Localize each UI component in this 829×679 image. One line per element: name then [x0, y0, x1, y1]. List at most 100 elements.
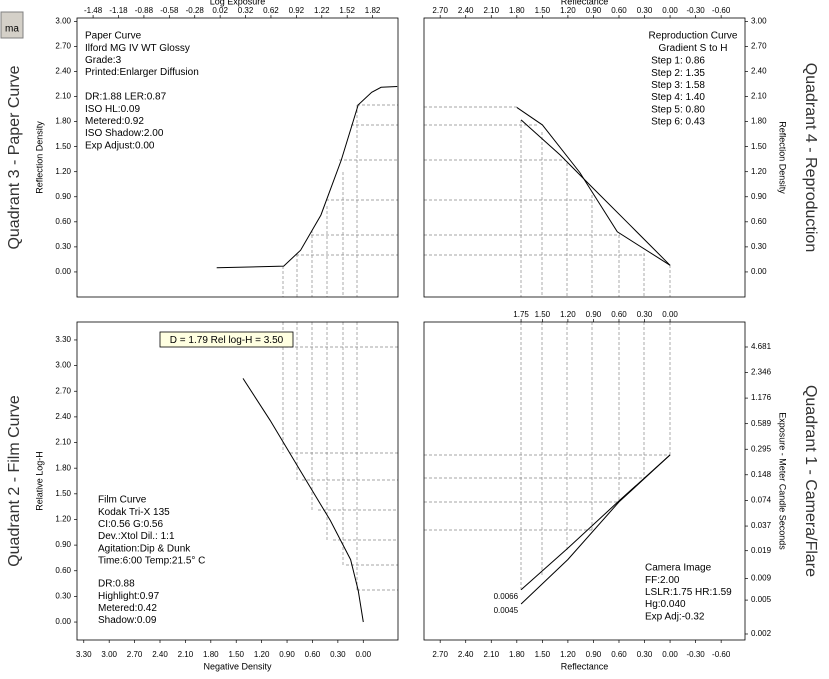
quadrant-title: Quadrant 4 - Reproduction: [802, 63, 819, 252]
button-label[interactable]: ma: [5, 24, 19, 35]
x-tick-label: 1.20: [560, 6, 576, 15]
annotation: Step 2: 1.35: [651, 68, 705, 79]
annotation: Printed:Enlarger Diffusion: [85, 67, 199, 78]
y-tick-label: 0.60: [751, 217, 767, 226]
y-axis-label: Reflection Density: [34, 121, 44, 194]
x-tick-label: 0.02: [212, 6, 228, 15]
x-tick-label: 1.80: [203, 650, 219, 659]
x-tick-label: 0.90: [279, 650, 295, 659]
x-tick-label: 0.30: [637, 6, 653, 15]
annotation: ISO Shadow:2.00: [85, 128, 164, 139]
x-tick-label: -0.58: [160, 6, 179, 15]
y-axis-label: Relative Log-H: [34, 451, 44, 511]
y-tick-label: 3.00: [751, 16, 767, 25]
annotation: Grade:3: [85, 55, 122, 66]
y-tick-label: 0.90: [55, 192, 71, 201]
x-tick-label: 0.90: [586, 6, 602, 15]
x-tick-label: 1.20: [560, 310, 576, 319]
annotation: CI:0.56 G:0.56: [98, 519, 163, 530]
annotation: DR:0.88: [98, 579, 135, 590]
x-tick-label: -0.30: [686, 650, 705, 659]
y-tick-label: 1.80: [751, 117, 767, 126]
annotation: LSLR:1.75 HR:1.59: [645, 587, 732, 598]
annotation: Exp Adj:-0.32: [645, 611, 705, 622]
y-tick-label: 0.009: [751, 573, 772, 582]
y-tick-label: 3.00: [55, 361, 71, 370]
x-tick-label: 2.10: [483, 6, 499, 15]
x-tick-label: -1.18: [109, 6, 128, 15]
plot-frame: [423, 321, 746, 641]
y-tick-label: 0.30: [55, 242, 71, 251]
y-tick-label: 2.40: [751, 67, 767, 76]
start-value-label: 0.0066: [494, 592, 519, 601]
y-tick-label: 0.002: [751, 629, 772, 638]
x-tick-label: -1.48: [84, 6, 103, 15]
y-tick-label: 0.148: [751, 470, 772, 479]
annotation: Step 6: 0.43: [651, 117, 705, 128]
annotation: FF:2.00: [645, 575, 680, 586]
x-axis-label: Reflectance: [561, 661, 609, 671]
y-tick-label: 0.589: [751, 419, 772, 428]
y-tick-label: 1.20: [751, 167, 767, 176]
x-tick-label: 1.80: [509, 6, 525, 15]
x-tick-label: -0.60: [712, 6, 731, 15]
curve: [242, 378, 364, 623]
y-tick-label: 2.10: [55, 92, 71, 101]
x-tick-label: 2.70: [127, 650, 143, 659]
y-tick-label: 1.80: [55, 117, 71, 126]
annotation: Paper Curve: [85, 31, 142, 42]
annotation: Reproduction Curve: [649, 31, 738, 42]
x-axis-label: Log Exposure: [210, 0, 266, 6]
y-tick-label: 0.295: [751, 444, 772, 453]
annotation: Camera Image: [645, 563, 712, 574]
plot-frame: [76, 321, 399, 641]
annotation: Step 5: 0.80: [651, 104, 705, 115]
callout-box: [159, 331, 294, 348]
y-tick-label: 1.20: [55, 167, 71, 176]
quadrant-title: Quadrant 2 - Film Curve: [6, 395, 23, 567]
x-tick-label: 2.10: [178, 650, 194, 659]
y-tick-label: 2.10: [751, 92, 767, 101]
x-tick-label: 2.40: [152, 650, 168, 659]
annotation: Gradient S to H: [659, 43, 728, 54]
x-tick-label: 1.20: [560, 650, 576, 659]
plot-frame: [423, 17, 746, 298]
x-tick-label: 1.80: [509, 650, 525, 659]
x-tick-label: 1.50: [535, 650, 551, 659]
x-tick-label: 0.90: [586, 650, 602, 659]
y-tick-label: 0.037: [751, 521, 772, 530]
annotation: Hg:0.040: [645, 599, 686, 610]
x-tick-label: 0.00: [662, 6, 678, 15]
y-tick-label: 0.00: [751, 267, 767, 276]
y-tick-label: 3.30: [55, 335, 71, 344]
button[interactable]: [0, 11, 24, 39]
y-tick-label: 1.20: [55, 515, 71, 524]
y-tick-label: 0.00: [55, 267, 71, 276]
x-tick-label: 0.00: [662, 310, 678, 319]
x-tick-label: 0.30: [637, 650, 653, 659]
annotation: Agitation:Dip & Dunk: [98, 543, 191, 554]
x-tick-label: 0.92: [289, 6, 305, 15]
annotation: Step 3: 1.58: [651, 80, 705, 91]
x-tick-label: 0.00: [355, 650, 371, 659]
y-tick-label: 3.00: [55, 16, 71, 25]
y-tick-label: 0.30: [751, 242, 767, 251]
x-tick-label: 2.10: [483, 650, 499, 659]
x-tick-label: 3.00: [101, 650, 117, 659]
y-tick-label: 0.019: [751, 546, 772, 555]
x-tick-label: 0.32: [238, 6, 254, 15]
curve: [516, 106, 671, 266]
y-tick-label: 0.00: [55, 617, 71, 626]
x-tick-label: 1.75: [513, 310, 529, 319]
y-tick-label: 2.346: [751, 368, 772, 377]
x-tick-label: 0.60: [611, 6, 627, 15]
y-axis-label: Reflection Density: [778, 121, 788, 194]
x-tick-label: 2.40: [458, 6, 474, 15]
x-tick-label: 1.20: [254, 650, 270, 659]
y-tick-label: 1.50: [55, 489, 71, 498]
x-tick-label: 0.90: [586, 310, 602, 319]
y-tick-label: 1.50: [751, 142, 767, 151]
annotation: Exp Adjust:0.00: [85, 140, 155, 151]
annotation: Shadow:0.09: [98, 615, 157, 626]
